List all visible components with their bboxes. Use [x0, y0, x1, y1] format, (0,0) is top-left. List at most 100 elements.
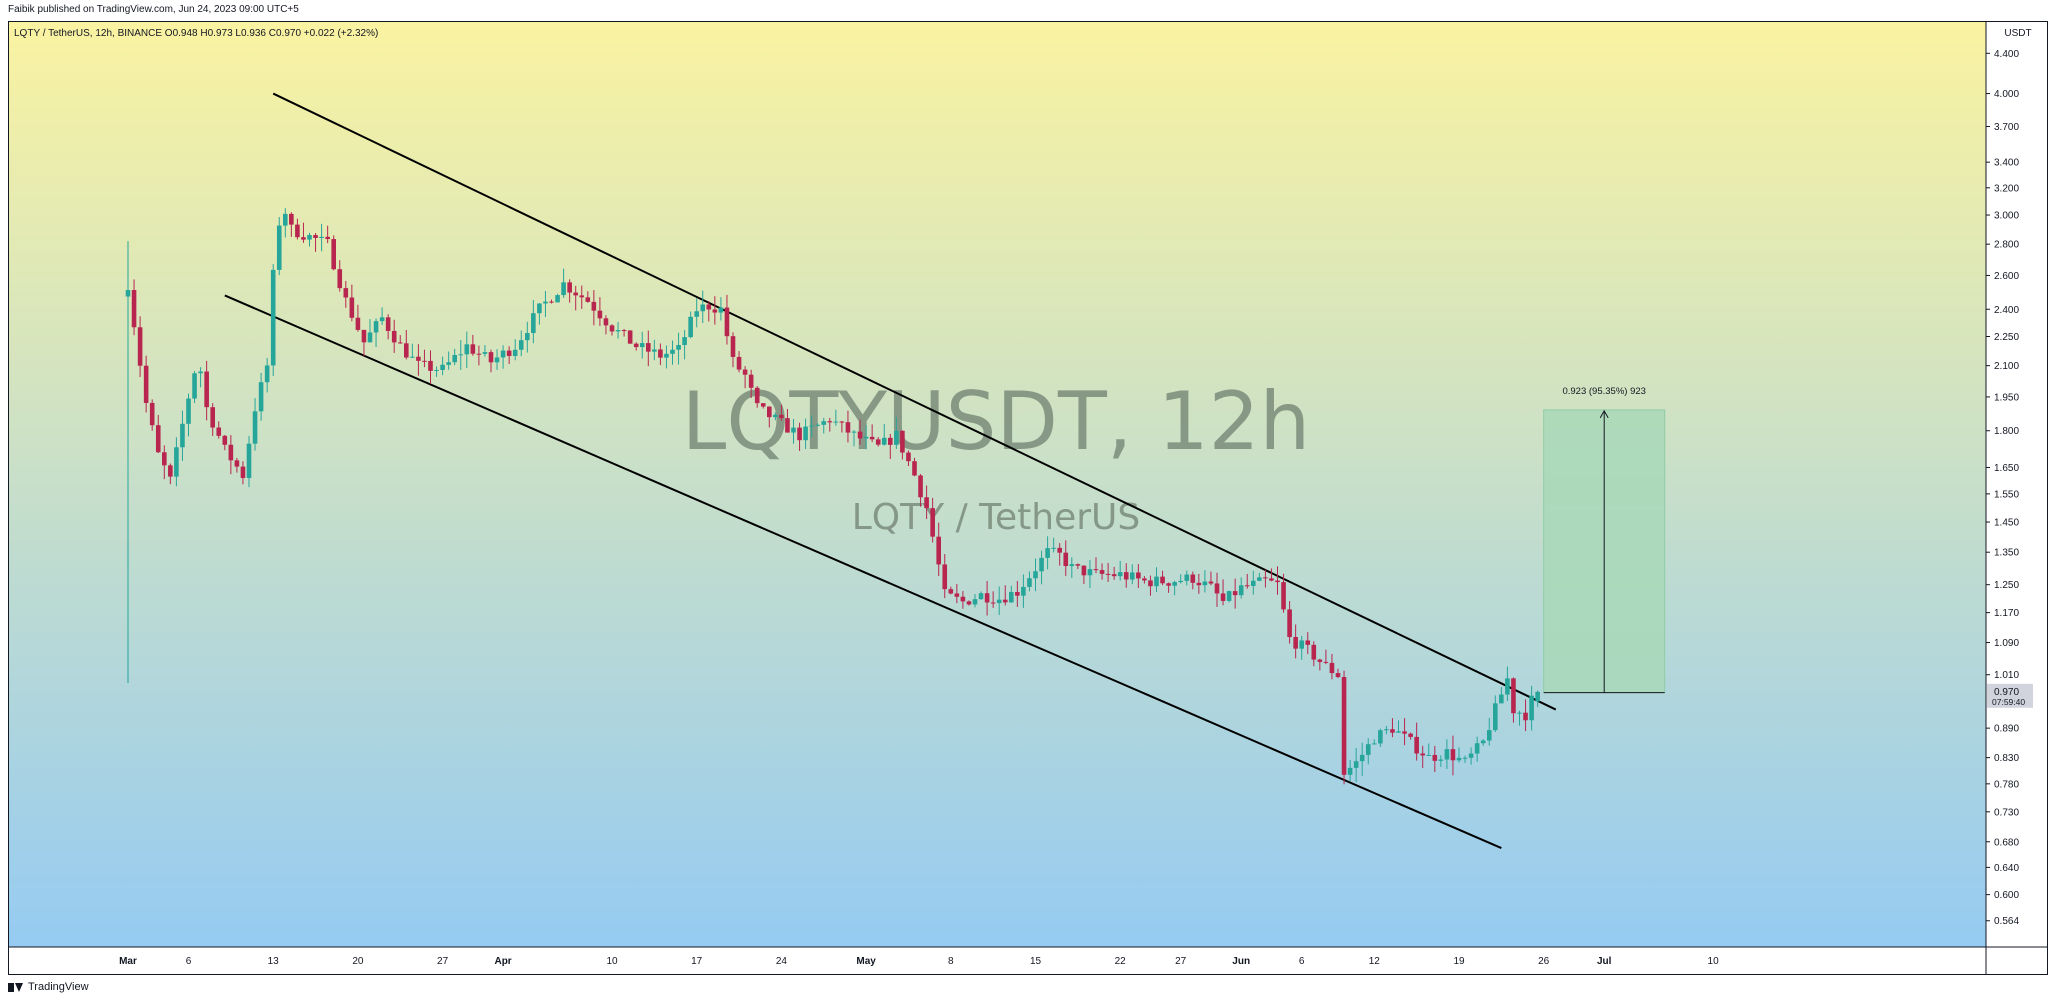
candle-body: [1535, 691, 1540, 702]
candle-body: [1154, 576, 1159, 587]
candle-body: [597, 310, 603, 319]
candle-body: [531, 313, 536, 334]
candle-body: [724, 307, 730, 337]
candle-body: [1111, 574, 1117, 577]
candle-body: [270, 269, 276, 366]
time-tick-label: 26: [1538, 956, 1550, 967]
candle-body: [1365, 744, 1371, 755]
candle-body: [404, 343, 409, 358]
candle-body: [337, 269, 343, 289]
candle-body: [1220, 593, 1226, 601]
candle-body: [682, 337, 687, 346]
candle-body: [990, 602, 996, 604]
candle-body: [664, 353, 669, 358]
price-tick-label: 1.170: [1994, 608, 2019, 619]
time-tick-label: Jun: [1232, 956, 1250, 967]
candle-body: [1051, 547, 1056, 549]
candle-body: [797, 427, 802, 441]
time-tick-label: May: [856, 956, 876, 967]
candle-body: [1075, 564, 1081, 566]
candle-body: [458, 354, 464, 356]
price-tick-label: 1.650: [1994, 463, 2019, 474]
candle-body: [174, 447, 179, 477]
tradingview-footer[interactable]: TradingView: [8, 977, 89, 997]
candle-body: [730, 336, 736, 357]
candle-body: [670, 349, 675, 354]
candle-body: [1263, 577, 1268, 579]
projection-layer: 0.923 (95.35%) 923: [1543, 386, 1666, 694]
price-tick-label: 0.780: [1994, 779, 2019, 790]
candle-body: [736, 356, 742, 370]
watermark-subtitle: LQTY / TetherUS: [852, 497, 1141, 538]
candle-body: [1099, 570, 1105, 574]
candle-body: [1517, 712, 1522, 714]
time-tick-label: Jul: [1597, 956, 1612, 967]
candle-body: [446, 362, 451, 365]
candle-body: [1226, 591, 1232, 601]
candle-body: [246, 443, 252, 478]
price-tick-label: 1.950: [1994, 392, 2019, 403]
candle-body: [851, 431, 857, 433]
time-tick-label: 8: [948, 956, 954, 967]
price-axis[interactable]: 4.400 4.000 3.700 3.400 3.200 3.000 2.800 2.600…: [1986, 49, 2033, 927]
time-tick-label: 13: [268, 956, 280, 967]
candle-body: [1335, 673, 1341, 678]
candle-body: [954, 593, 960, 597]
candle-body: [228, 444, 234, 461]
trendline-layer[interactable]: [224, 92, 1557, 849]
candle-body: [512, 349, 518, 356]
candle-body: [343, 288, 349, 298]
candle-body: [1420, 753, 1425, 756]
candle-body: [1505, 678, 1510, 695]
candle-body: [688, 316, 693, 338]
price-chart[interactable]: LQTYUSDT, 12h LQTY / TetherUS 0.923 (95.…: [8, 21, 2048, 975]
candle-body: [1123, 572, 1129, 580]
price-axis-background: [1986, 21, 2048, 947]
trendline-channel-upper[interactable]: [272, 92, 1557, 711]
candle-body: [1450, 749, 1456, 761]
candle-body: [355, 317, 361, 330]
candle-body: [712, 309, 718, 313]
candle-body: [821, 421, 827, 425]
candle-body: [506, 350, 512, 356]
candle-body: [706, 304, 712, 310]
candle-body: [397, 342, 403, 344]
candle-body: [972, 599, 978, 605]
candle-body: [1033, 571, 1038, 579]
candle-body: [367, 332, 373, 343]
candle-body: [1039, 557, 1044, 572]
candle-body: [186, 398, 191, 424]
candle-body: [863, 436, 869, 439]
candle-body: [839, 421, 845, 423]
candle-body: [561, 282, 566, 296]
price-tick-label: 1.010: [1994, 670, 2019, 681]
candle-body: [555, 295, 560, 303]
candle-body: [258, 382, 264, 412]
candle-body: [833, 421, 839, 423]
price-tick-label: 2.100: [1994, 361, 2019, 372]
candle-body: [579, 295, 585, 298]
candle-body: [518, 340, 524, 350]
candle-body: [1523, 712, 1528, 721]
candle-body: [930, 508, 935, 537]
candle-body: [948, 589, 954, 594]
candle-body: [1456, 757, 1462, 761]
price-tick-label: 0.640: [1994, 863, 2019, 874]
candle-body: [1130, 572, 1135, 580]
time-axis[interactable]: Mar 6 13 20 27 Apr 10 17 24 May 8 15 22 27 Jun 6 12 19 26 J…: [119, 956, 1719, 967]
trendline-channel-lower[interactable]: [224, 294, 1502, 849]
candle-body: [652, 349, 657, 352]
tradingview-brand: TradingView: [28, 981, 89, 993]
candle-body: [742, 369, 748, 375]
candle-body: [960, 596, 966, 602]
time-tick-label: 12: [1369, 956, 1381, 967]
candle-body: [936, 536, 941, 565]
candle-body: [984, 593, 990, 603]
candle-body: [1474, 743, 1480, 754]
candle-body: [1027, 578, 1032, 587]
candle-body: [639, 343, 645, 348]
candle-body: [1408, 733, 1413, 737]
candle-body: [1196, 582, 1202, 586]
candle-body: [615, 330, 621, 332]
candle-body: [500, 350, 506, 358]
